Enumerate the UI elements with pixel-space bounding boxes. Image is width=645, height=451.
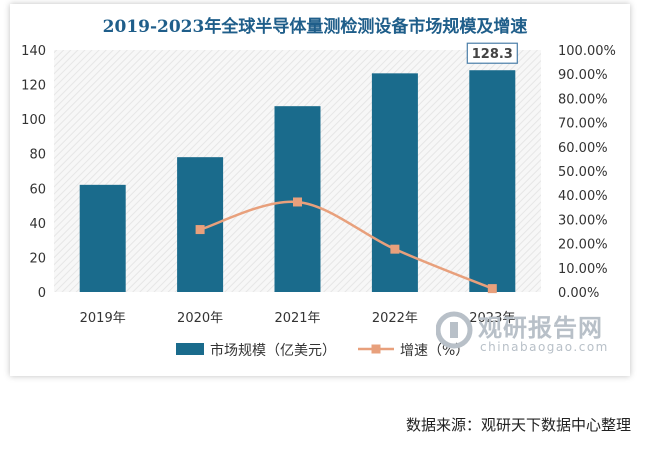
y2-tick-label: 80.00% — [558, 92, 608, 107]
x-tick-label: 2023年 — [469, 311, 515, 326]
y-tick-label: 140 — [21, 44, 46, 59]
y2-tick-label: 60.00% — [558, 141, 608, 156]
data-label: 128.3 — [472, 47, 513, 62]
x-tick-label: 2021年 — [274, 311, 320, 326]
legend-label-bar: 市场规模（亿美元） — [210, 342, 336, 359]
legend-swatch-marker — [371, 344, 381, 354]
y2-tick-label: 90.00% — [558, 68, 608, 83]
chart-card: 2019-2023年全球半导体量测检测设备市场规模及增速 128.3 0 20 40… — [10, 4, 630, 376]
bar-5 — [469, 70, 516, 292]
legend-swatch-bar — [176, 343, 204, 355]
y-tick-label: 20 — [29, 251, 46, 266]
growth-point-4 — [390, 244, 400, 254]
watermark-url: chinabaogao.com — [480, 340, 609, 354]
y-tick-label: 100 — [21, 113, 46, 128]
y2-tick-label: 40.00% — [558, 189, 608, 204]
y-tick-label: 80 — [29, 148, 46, 163]
growth-point-3 — [293, 197, 302, 207]
watermark-logo-icon — [436, 311, 473, 349]
y2-tick-label: 70.00% — [558, 117, 608, 132]
y2-tick-label: 20.00% — [558, 238, 608, 253]
y2-tick-label: 0.00% — [558, 286, 599, 301]
watermark-text: 观研报告网 — [478, 314, 603, 342]
chart-title: 2019-2023年全球半导体量测检测设备市场规模及增速 — [103, 16, 528, 37]
y2-tick-label: 30.00% — [558, 213, 608, 228]
x-tick-label: 2019年 — [80, 311, 126, 326]
data-label-box — [466, 42, 518, 64]
growth-point-5 — [487, 284, 497, 294]
chart: 2019-2023年全球半导体量测检测设备市场规模及增速 128.3 0 20 40… — [21, 16, 616, 359]
y2-tick-label: 100.00% — [558, 44, 616, 59]
growth-point-2 — [195, 225, 205, 235]
y2-tick-label: 10.00% — [558, 262, 608, 277]
x-tick-label: 2022年 — [372, 311, 418, 326]
y-tick-label: 120 — [21, 79, 46, 94]
y2-tick-label: 50.00% — [558, 165, 608, 180]
x-tick-label: 2020年 — [177, 311, 223, 326]
y-tick-label: 40 — [29, 217, 46, 232]
growth-line — [199, 200, 493, 290]
bar-1 — [79, 184, 126, 292]
watermark: 观研报告网 chinabaogao.com — [430, 304, 610, 364]
bar-4 — [371, 73, 418, 292]
y-tick-label: 60 — [29, 182, 46, 197]
source-note: 数据来源：观研天下数据中心整理 — [405, 416, 631, 434]
y-tick-label: 0 — [38, 286, 46, 301]
